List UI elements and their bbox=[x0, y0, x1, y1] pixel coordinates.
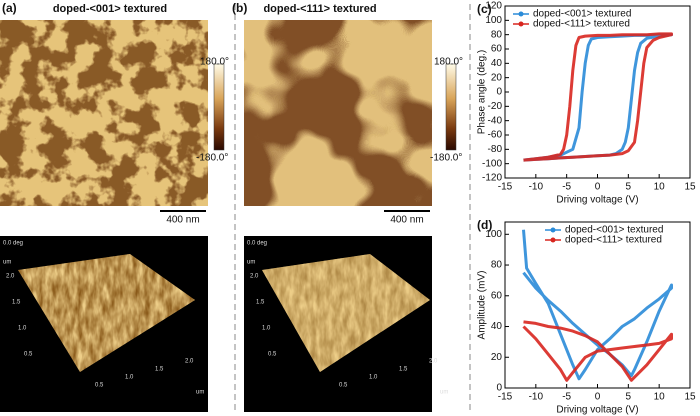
data-line bbox=[523, 32, 673, 162]
surface-y-tick: 1.0 bbox=[18, 326, 27, 332]
x-tick-label: -10 bbox=[529, 182, 544, 193]
y-tick-label: 20 bbox=[491, 352, 503, 363]
panel-title: doped-<001> textured bbox=[53, 3, 167, 15]
y-tick-label: -40 bbox=[488, 115, 503, 126]
panel-label: (a) bbox=[2, 1, 17, 15]
data-line bbox=[522, 320, 673, 382]
y-tick-label: 40 bbox=[491, 58, 503, 69]
data-line bbox=[522, 229, 673, 381]
surface-y-tick: 2.0 bbox=[6, 274, 15, 280]
colorbar-min: -180.0° bbox=[430, 153, 462, 164]
surface-x-tick: 0.5 bbox=[95, 383, 104, 389]
colorbar-max: 180.0° bbox=[200, 57, 229, 68]
legend-label: doped-<001> textured bbox=[533, 9, 631, 20]
surface-x-tick: 1.0 bbox=[125, 375, 134, 381]
surface-z-label: 0.0 deg bbox=[3, 241, 23, 247]
plot-frame bbox=[504, 5, 691, 179]
surface-unit: um bbox=[196, 390, 204, 396]
surface-y-tick: 0.5 bbox=[268, 352, 277, 358]
surface-y-tick: 1.0 bbox=[262, 326, 271, 332]
y-tick-label: -120 bbox=[482, 173, 502, 184]
y-tick-label: 40 bbox=[491, 321, 503, 332]
y-tick-label: -80 bbox=[488, 144, 503, 155]
x-tick-label: 0 bbox=[595, 182, 601, 193]
surface-x-tick: 0.5 bbox=[339, 383, 348, 389]
panel-label: (d) bbox=[477, 218, 492, 232]
scale-label: 400 nm bbox=[166, 215, 199, 226]
colorbar-min: -180.0° bbox=[196, 153, 228, 164]
panel-label: (b) bbox=[232, 1, 247, 15]
surface-y-tick: 1.5 bbox=[256, 300, 265, 306]
legend-marker bbox=[550, 227, 556, 233]
y-tick-label: -100 bbox=[482, 158, 502, 169]
x-tick-label: 0 bbox=[595, 392, 601, 403]
surface-unit: um bbox=[247, 260, 255, 266]
surface-x-tick: 1.5 bbox=[399, 367, 408, 373]
colorbar bbox=[213, 63, 225, 151]
surface-y-tick: 2.0 bbox=[250, 274, 259, 280]
colorbar-max: 180.0° bbox=[434, 57, 463, 68]
x-tick-label: 5 bbox=[626, 392, 632, 403]
surface-z-label: 0.0 deg bbox=[247, 241, 267, 247]
surface-unit: um bbox=[440, 390, 448, 396]
x-tick-label: -15 bbox=[498, 182, 513, 193]
surface-x-tick: 2.0 bbox=[185, 359, 194, 365]
surface-x-tick: 1.5 bbox=[155, 367, 164, 373]
panel-title: doped-<111> textured bbox=[263, 3, 376, 15]
legend-label: doped-<111> textured bbox=[533, 19, 630, 30]
surface-texture bbox=[262, 254, 430, 372]
y-tick-label: 100 bbox=[485, 15, 502, 26]
x-tick-label: 5 bbox=[626, 182, 632, 193]
surface-texture bbox=[18, 254, 195, 372]
x-tick-label: -15 bbox=[498, 392, 513, 403]
surface-y-tick: 1.5 bbox=[12, 300, 21, 306]
x-tick-label: 10 bbox=[654, 182, 666, 193]
y-tick-label: 80 bbox=[491, 260, 503, 271]
y-tick-label: 60 bbox=[491, 44, 503, 55]
surface-x-tick: 2.0 bbox=[429, 359, 438, 365]
y-tick-label: 120 bbox=[485, 1, 502, 12]
y-tick-label: 80 bbox=[491, 29, 503, 40]
x-tick-label: 10 bbox=[654, 392, 666, 403]
y-tick-label: 100 bbox=[485, 229, 502, 240]
legend-marker bbox=[518, 11, 524, 17]
afm-domains bbox=[244, 20, 432, 206]
y-tick-label: 0 bbox=[496, 383, 502, 394]
x-tick-label: 15 bbox=[684, 182, 696, 193]
y-axis-label: Amplitude (mV) bbox=[477, 271, 488, 340]
y-tick-label: 0 bbox=[496, 87, 502, 98]
panel-label: (c) bbox=[477, 2, 492, 16]
colorbar bbox=[445, 63, 457, 151]
scale-label: 400 nm bbox=[390, 215, 423, 226]
x-axis-label: Driving voltage (V) bbox=[556, 405, 638, 416]
data-line bbox=[523, 33, 673, 162]
y-tick-label: -60 bbox=[488, 130, 503, 141]
legend-marker bbox=[550, 237, 556, 243]
x-tick-label: -5 bbox=[562, 392, 571, 403]
x-axis-label: Driving voltage (V) bbox=[556, 195, 638, 206]
legend-marker bbox=[518, 21, 524, 27]
x-tick-label: 15 bbox=[684, 392, 696, 403]
y-tick-label: -20 bbox=[488, 101, 503, 112]
y-axis-label: Phase angle (deg.) bbox=[477, 50, 488, 135]
surface-x-tick: 1.0 bbox=[369, 375, 378, 381]
surface-unit: um bbox=[3, 260, 11, 266]
y-tick-label: 20 bbox=[491, 72, 503, 83]
surface-y-tick: 0.5 bbox=[24, 352, 33, 358]
x-tick-label: -10 bbox=[529, 392, 544, 403]
y-tick-label: 60 bbox=[491, 290, 503, 301]
legend-label: doped-<001> textured bbox=[565, 225, 663, 236]
afm-domains bbox=[0, 20, 208, 206]
legend-label: doped-<111> textured bbox=[565, 235, 662, 246]
x-tick-label: -5 bbox=[562, 182, 571, 193]
